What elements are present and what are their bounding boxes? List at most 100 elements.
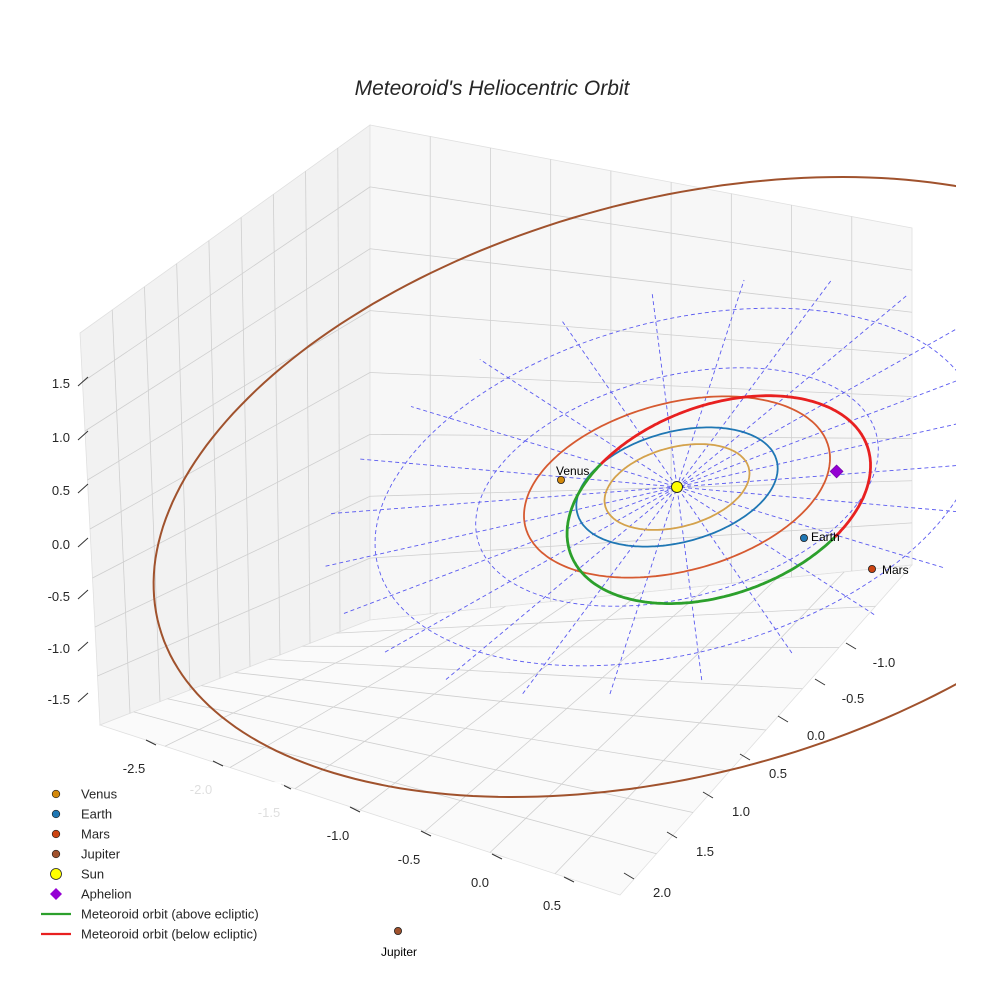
earth-marker [800,534,809,543]
z-tick-label: 0.0 [52,537,70,552]
earth-orbit [575,426,779,548]
grid-line [369,372,913,397]
legend-label: Meteoroid orbit (above ecliptic) [81,907,259,922]
ecliptic-ring [374,307,956,667]
y-tick-mark [845,642,857,650]
data-layer: Venus Earth Mars Jupiter [152,175,956,959]
legend-label: Aphelion [81,887,132,902]
z-tick-label: 1.5 [52,376,70,391]
jupiter-label: Jupiter [381,945,417,959]
z-tick-label: -1.0 [48,641,70,656]
legend-label: Jupiter [81,847,121,862]
grid-line [84,248,371,432]
y-tick-label: -1.0 [873,655,895,670]
ecliptic-ring [475,367,879,607]
legend-marker [50,868,62,880]
grid-line [369,186,913,271]
legend-marker [51,809,61,819]
y-tick-mark [777,715,789,723]
x-tick-label: 0.0 [471,875,489,890]
grid-line [201,685,730,772]
x-tick-mark [491,853,503,860]
chart-title: Meteoroid's Heliocentric Orbit [355,77,631,100]
y-tick-label: 2.0 [653,885,671,900]
legend-box [34,782,284,946]
y-tick-mark [623,872,635,880]
left-pane [79,124,371,726]
ecliptic-spoke [410,406,944,568]
legend: Venus Earth Mars Jupiter Sun Aphelion Meteoroi… [34,782,284,946]
ecliptic-spoke [445,294,909,680]
grid-line [167,698,694,813]
grid-line [89,372,371,530]
y-tick-label: -0.5 [842,691,864,706]
venus-label: Venus [556,464,589,478]
grid-line [234,672,767,731]
venus-orbit [603,443,751,531]
aphelion-marker [829,464,844,479]
legend-label: Meteoroid orbit (below ecliptic) [81,927,257,942]
grid-line [87,310,371,481]
x-tick-mark [349,806,361,813]
grid-line [302,645,840,648]
y-tick-mark [666,831,678,839]
sun-marker [671,481,683,493]
y-tick-label: 0.0 [807,728,825,743]
y-tick-mark [739,753,751,761]
grid-line [97,557,371,677]
meteoroid-orbit-above [565,463,836,605]
z-tick-mark [77,483,89,494]
grid-line [92,434,371,579]
grid-line [369,480,913,497]
legend-marker [51,789,61,799]
grid-line [369,433,913,440]
ecliptic-spoke [522,279,832,695]
grid-line [82,186,371,383]
venus-marker [557,475,566,484]
earth-label: Earth [811,530,840,544]
z-tick-mark [77,430,89,441]
y-tick-label: 1.0 [732,804,750,819]
legend-marker [50,888,62,900]
legend-label: Sun [81,867,104,882]
x-tick-label: -0.5 [398,852,420,867]
x-tick-mark [420,830,432,837]
z-tick-mark [77,537,89,548]
z-tick-mark [77,376,89,387]
y-tick-mark [702,791,714,799]
x-tick-mark [563,876,575,883]
z-tick-label: 1.0 [52,430,70,445]
ecliptic-spoke [561,320,793,654]
ecliptic-spoke [651,293,703,681]
z-tick-label: 0.5 [52,483,70,498]
grid-line [336,605,876,634]
jupiter-marker [393,927,402,936]
legend-marker [51,829,61,839]
legend-label: Earth [81,807,112,822]
grid-line [369,310,913,355]
grid-line [369,522,913,559]
mars-orbit [523,395,831,579]
grid-line [133,711,657,855]
x-tick-label: 0.5 [543,898,561,913]
mars-label: Mars [882,563,909,577]
meteoroid-orbit-below [600,394,872,538]
y-tick-label: 0.5 [769,766,787,781]
axis-panes [79,124,913,896]
y-tick-mark [814,678,826,686]
mars-marker [868,565,877,574]
legend-marker [51,849,61,859]
z-tick-mark [77,589,89,600]
x-tick-label: -1.0 [327,828,349,843]
legend-label: Venus [81,787,118,802]
jupiter-orbit [152,175,956,799]
y-tick-label: 1.5 [696,844,714,859]
z-tick-mark [77,692,89,703]
x-tick-label: -2.5 [123,761,145,776]
x-tick-mark [212,760,224,767]
x-tick-mark [145,739,157,746]
z-tick-label: -1.5 [48,692,70,707]
z-tick-label: -0.5 [48,589,70,604]
grid-line [268,658,803,690]
